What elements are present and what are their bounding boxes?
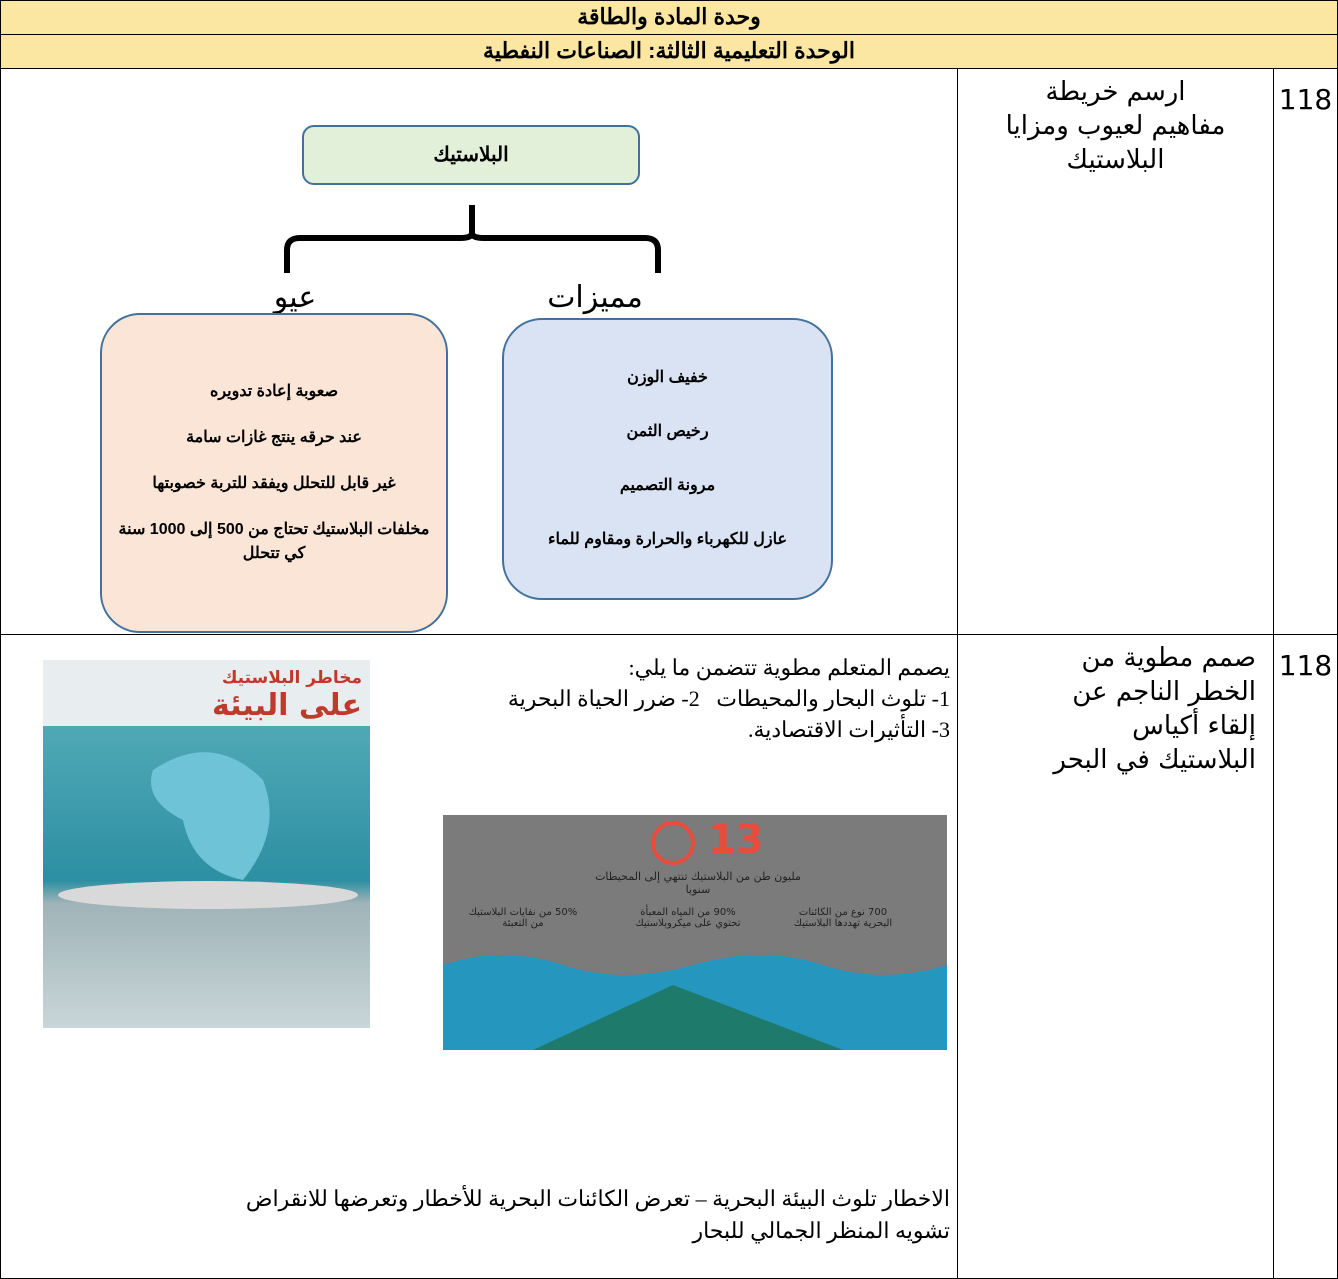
stat: 700 نوع من الكائنات البحرية تهددها البلا…	[793, 907, 893, 929]
header-title: وحدة المادة والطاقة	[0, 0, 1338, 35]
map-item: خفيف الوزن	[627, 369, 708, 386]
header-subtitle: الوحدة التعليمية الثالثة: الصناعات النفط…	[0, 34, 1338, 69]
map-item: مخلفات البلاستيك تحتاج من 500 إلى 1000 س…	[118, 521, 430, 562]
task-text: ارسم خريطة مفاهيم لعيوب ومزايا البلاستيك	[1005, 77, 1226, 175]
stat: 90% من المياه المعبأة تحتوي على ميكروبلا…	[635, 907, 741, 929]
task: صمم مطوية من الخطر الناجم عن إلقاء أكياس…	[957, 634, 1274, 1279]
map-item: رخيص الثمن	[626, 423, 709, 440]
root-node: البلاستيك	[302, 125, 640, 185]
task-text: صمم مطوية من الخطر الناجم عن إلقاء أكياس…	[1053, 643, 1256, 775]
points: 1- تلوث البحار والمحيطات 2- ضرر الحياة ا…	[508, 686, 950, 712]
infographic-image: 13 مليون طن من البلاستيك تنتهي إلى المحي…	[443, 815, 947, 1050]
advantages-box: خفيف الوزن رخيص الثمن مرونة التصميم عازل لل…	[502, 318, 833, 600]
point: 2- ضرر الحياة البحرية	[507, 686, 700, 711]
task: ارسم خريطة مفاهيم لعيوب ومزايا البلاستيك	[957, 68, 1274, 635]
point: 1- تلوث البحار والمحيطات	[716, 686, 950, 711]
caption: مليون طن من البلاستيك تنتهي إلى المحيطات…	[595, 870, 801, 896]
map-item: عازل للكهرباء والحرارة ومقاوم للماء	[547, 531, 788, 548]
point: 3- التأثيرات الاقتصادية.	[747, 717, 950, 742]
poster-title: على البيئة	[211, 688, 362, 723]
disadvantages-box: صعوبة إعادة تدويره عند حرقه ينتج غازات سا…	[100, 313, 448, 633]
intro: يصمم المتعلم مطوية تتضمن ما يلي:	[628, 655, 950, 680]
headline: 13	[708, 817, 764, 863]
poster-image: مخاطر البلاستيك على البيئة	[43, 660, 370, 1028]
conclusion: تشويه المنظر الجمالي للبحار	[692, 1218, 950, 1243]
row-number: 118	[1273, 68, 1338, 635]
map-item: عند حرقه ينتج غازات سامة	[186, 429, 362, 446]
map-item: صعوبة إعادة تدويره	[209, 383, 339, 400]
map-item: مرونة التصميم	[619, 477, 716, 494]
row-number: 118	[1273, 634, 1338, 1279]
branch-label: عيو	[273, 280, 317, 315]
stat: 50% من نفايات البلاستيك من التعبئة	[468, 907, 578, 929]
conclusion: الاخطار تلوث البيئة البحرية – تعرض الكائ…	[245, 1186, 950, 1211]
map-item: غير قابل للتحلل ويفقد للتربة خصوبتها	[152, 475, 396, 492]
poster-title: مخاطر البلاستيك	[221, 668, 362, 688]
branch-label: مميزات	[547, 280, 643, 315]
brace	[284, 205, 661, 273]
